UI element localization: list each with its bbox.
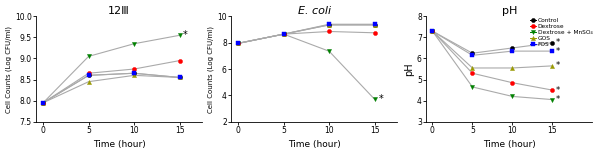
Text: *: * — [556, 95, 560, 104]
Text: *: * — [379, 94, 383, 104]
Title: E. coli: E. coli — [298, 6, 331, 16]
X-axis label: Time (hour): Time (hour) — [483, 140, 536, 149]
Text: *: * — [556, 38, 560, 47]
Y-axis label: Cell Counts (Log CFU/ml): Cell Counts (Log CFU/ml) — [208, 26, 214, 113]
Text: *: * — [556, 61, 560, 70]
Text: *: * — [556, 86, 560, 95]
Y-axis label: pH: pH — [404, 62, 414, 76]
Legend: Control, Dextrose, Dextrose + MnSO₄, GOS, FOS: Control, Dextrose, Dextrose + MnSO₄, GOS… — [529, 17, 593, 47]
Text: *: * — [556, 47, 560, 56]
X-axis label: Time (hour): Time (hour) — [93, 140, 145, 149]
Y-axis label: Cell Counts (Log CFU/ml): Cell Counts (Log CFU/ml) — [5, 26, 12, 113]
Title: 12Ⅲ: 12Ⅲ — [108, 6, 130, 16]
Title: pH: pH — [502, 6, 517, 16]
X-axis label: Time (hour): Time (hour) — [288, 140, 340, 149]
Text: *: * — [183, 30, 188, 40]
